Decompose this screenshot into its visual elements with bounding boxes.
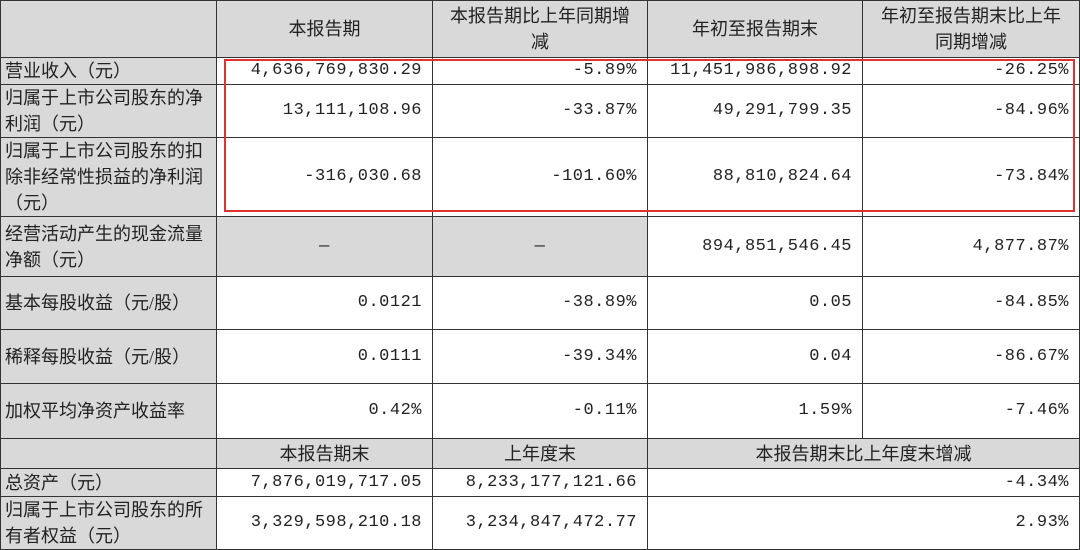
cell: 0.04 <box>647 329 863 384</box>
cell: -316,030.68 <box>216 137 433 217</box>
header-cell: 本报告期 <box>216 0 433 58</box>
cell: 3,329,598,210.18 <box>216 496 433 550</box>
table-row: 稀释每股收益（元/股） 0.0111 -39.34% 0.04 -86.67% <box>0 329 1080 384</box>
cell: 49,291,799.35 <box>647 84 863 138</box>
cell: — <box>216 216 433 277</box>
cell: -39.34% <box>432 329 648 384</box>
cell: 7,876,019,717.05 <box>216 468 433 497</box>
row-label: 经营活动产生的现金流量净额（元） <box>0 216 217 277</box>
row-label: 基本每股收益（元/股） <box>0 276 217 330</box>
cell: -26.25% <box>862 57 1080 85</box>
cell: 0.0111 <box>216 329 433 384</box>
table-row: 总资产（元） 7,876,019,717.05 8,233,177,121.66… <box>0 468 1080 497</box>
table-row: 归属于上市公司股东的净利润（元） 13,111,108.96 -33.87% 4… <box>0 84 1080 138</box>
row-label: 归属于上市公司股东的净利润（元） <box>0 84 217 138</box>
cell: 1.59% <box>647 383 863 439</box>
cell: 0.0121 <box>216 276 433 330</box>
table-row: 基本每股收益（元/股） 0.0121 -38.89% 0.05 -84.85% <box>0 276 1080 330</box>
cell: -0.11% <box>432 383 648 439</box>
row-label: 总资产（元） <box>0 468 217 497</box>
subheader-cell: 本报告期末 <box>216 438 433 469</box>
subheader-corner <box>0 438 217 469</box>
table-row: 归属于上市公司股东的所有者权益（元） 3,329,598,210.18 3,23… <box>0 496 1080 550</box>
cell: 0.05 <box>647 276 863 330</box>
cell: 3,234,847,472.77 <box>432 496 648 550</box>
subheader-cell: 上年度末 <box>432 438 648 469</box>
header-cell: 年初至报告期末 <box>647 0 863 58</box>
header-corner <box>0 0 217 58</box>
row-label: 归属于上市公司股东的所有者权益（元） <box>0 496 217 550</box>
cell: -73.84% <box>862 137 1080 217</box>
row-label: 归属于上市公司股东的扣除非经常性损益的净利润（元） <box>0 137 217 217</box>
cell: -84.85% <box>862 276 1080 330</box>
row-label: 加权平均净资产收益率 <box>0 383 217 439</box>
cell: -5.89% <box>432 57 648 85</box>
cell: 894,851,546.45 <box>647 216 863 277</box>
cell: -101.60% <box>432 137 648 217</box>
cell: 88,810,824.64 <box>647 137 863 217</box>
cell: -7.46% <box>862 383 1080 439</box>
cell: 11,451,986,898.92 <box>647 57 863 85</box>
cell: -4.34% <box>647 468 1080 497</box>
row-label: 营业收入（元） <box>0 57 217 85</box>
cell: 2.93% <box>647 496 1080 550</box>
table-row: 加权平均净资产收益率 0.42% -0.11% 1.59% -7.46% <box>0 383 1080 439</box>
cell: -84.96% <box>862 84 1080 138</box>
subheader-row: 本报告期末 上年度末 本报告期末比上年度末增减 <box>0 438 1080 469</box>
cell: 8,233,177,121.66 <box>432 468 648 497</box>
header-row: 本报告期 本报告期比上年同期增减 年初至报告期末 年初至报告期末比上年同期增减 <box>0 0 1080 58</box>
cell: — <box>432 216 648 277</box>
table-row: 经营活动产生的现金流量净额（元） — — 894,851,546.45 4,87… <box>0 216 1080 277</box>
cell: 4,877.87% <box>862 216 1080 277</box>
cell: 13,111,108.96 <box>216 84 433 138</box>
cell: 0.42% <box>216 383 433 439</box>
row-label: 稀释每股收益（元/股） <box>0 329 217 384</box>
header-cell: 年初至报告期末比上年同期增减 <box>862 0 1080 58</box>
cell: -38.89% <box>432 276 648 330</box>
cell: 4,636,769,830.29 <box>216 57 433 85</box>
subheader-cell: 本报告期末比上年度末增减 <box>647 438 1080 469</box>
cell: -86.67% <box>862 329 1080 384</box>
cell: -33.87% <box>432 84 648 138</box>
header-cell: 本报告期比上年同期增减 <box>432 0 648 58</box>
table-row: 归属于上市公司股东的扣除非经常性损益的净利润（元） -316,030.68 -1… <box>0 137 1080 217</box>
table-row: 营业收入（元） 4,636,769,830.29 -5.89% 11,451,9… <box>0 57 1080 85</box>
